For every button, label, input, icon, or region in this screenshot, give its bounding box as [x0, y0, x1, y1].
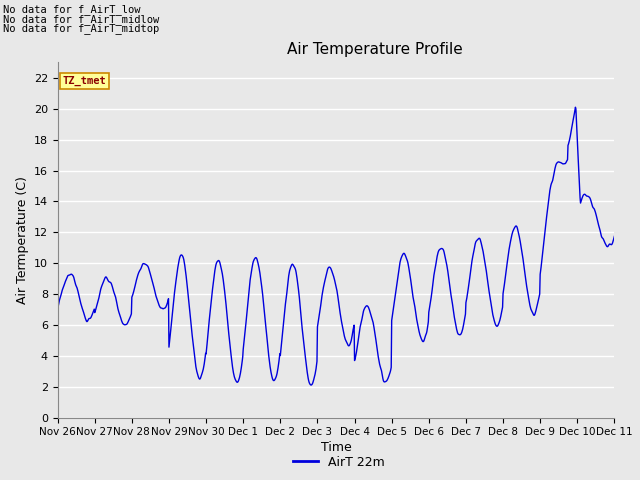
Text: No data for f_AirT_midtop: No data for f_AirT_midtop [3, 23, 159, 34]
Text: TZ_tmet: TZ_tmet [62, 76, 106, 86]
Text: No data for f_AirT_midlow: No data for f_AirT_midlow [3, 13, 159, 24]
Title: Air Temperature Profile: Air Temperature Profile [287, 42, 463, 57]
Y-axis label: Air Termperature (C): Air Termperature (C) [17, 176, 29, 304]
Legend: AirT 22m: AirT 22m [289, 451, 390, 474]
Text: No data for f_AirT_low: No data for f_AirT_low [3, 4, 141, 15]
X-axis label: Time: Time [321, 442, 351, 455]
